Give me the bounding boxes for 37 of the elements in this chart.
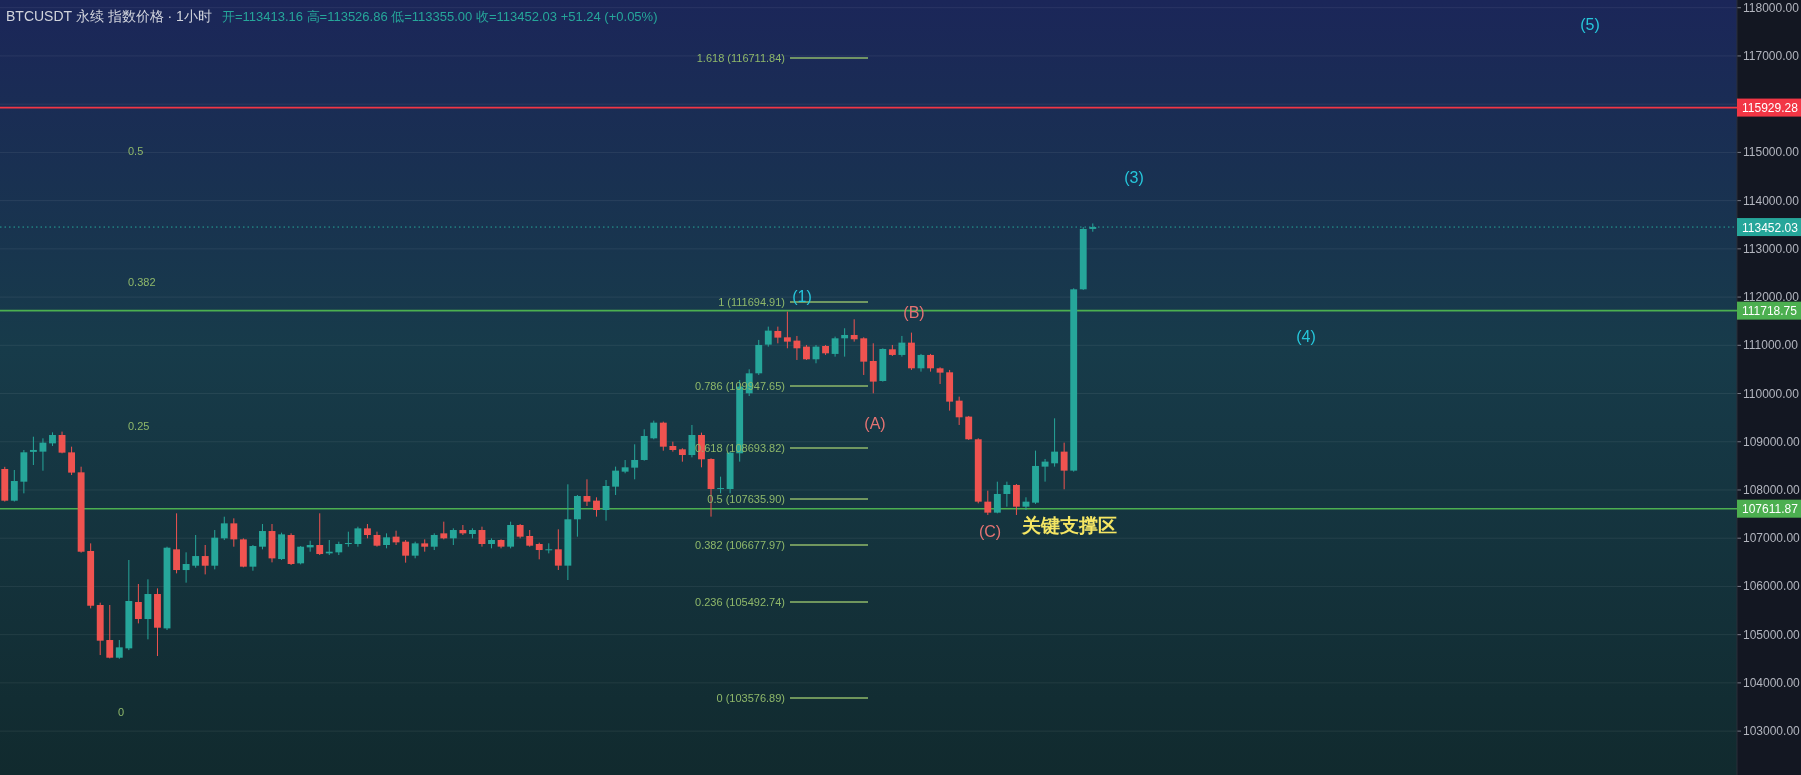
annotation: 0 (103576.89): [716, 692, 785, 704]
y-tick-label: 107000.00: [1743, 531, 1801, 546]
y-tick-label: 106000.00: [1743, 579, 1801, 594]
y-tick-label: 118000.00: [1743, 0, 1800, 15]
y-tick-label: 117000.00: [1743, 48, 1800, 63]
y-tick-label: 112000.00: [1743, 290, 1800, 305]
y-tick-label: 110000.00: [1743, 386, 1800, 401]
annotation: 0.382: [128, 276, 156, 288]
y-tick-label: 114000.00: [1743, 193, 1800, 208]
y-tick-label: 103000.00: [1743, 724, 1801, 739]
annotation: 关键支撑区: [1021, 515, 1117, 536]
y-tick-label: 109000.00: [1743, 434, 1801, 449]
ref-line-label: 115929.28: [1742, 101, 1799, 116]
text: 开=113413.16 高=113526.86 低=113355.00 收=113452.03 +51.24 (+0.05%): [221, 9, 658, 24]
y-tick-label: 111000.00: [1743, 338, 1799, 353]
text: BTCUSDT 永续 指数价格 · 1小时: [6, 8, 212, 24]
y-tick-label: 113000.00: [1743, 241, 1800, 256]
y-tick-label: 115000.00: [1743, 145, 1800, 160]
annotation: 1 (111694.91): [718, 296, 785, 308]
annotation: (A): [864, 415, 886, 432]
annotation: 1.618 (116711.84): [696, 52, 785, 64]
annotation: 0.382 (106677.97): [695, 539, 785, 551]
y-tick-label: 104000.00: [1743, 675, 1801, 690]
ref-line-label: 113452.03: [1742, 220, 1799, 235]
annotation: 0.5: [128, 145, 144, 157]
annotation: (3): [1124, 169, 1144, 186]
annotation: 0.25: [128, 420, 150, 432]
y-tick-label: 105000.00: [1743, 627, 1801, 642]
annotation: (1): [792, 287, 812, 305]
annotation: 0: [118, 706, 125, 718]
ref-line-label: 111718.75: [1742, 304, 1798, 319]
y-tick-label: 108000.00: [1743, 482, 1801, 497]
annotation: (5): [1580, 16, 1600, 33]
annotation: (4): [1296, 328, 1316, 346]
ref-line-label: 107611.87: [1742, 502, 1799, 517]
annotation: (C): [978, 523, 1002, 541]
annotation: 0.236 (105492.74): [695, 596, 785, 608]
